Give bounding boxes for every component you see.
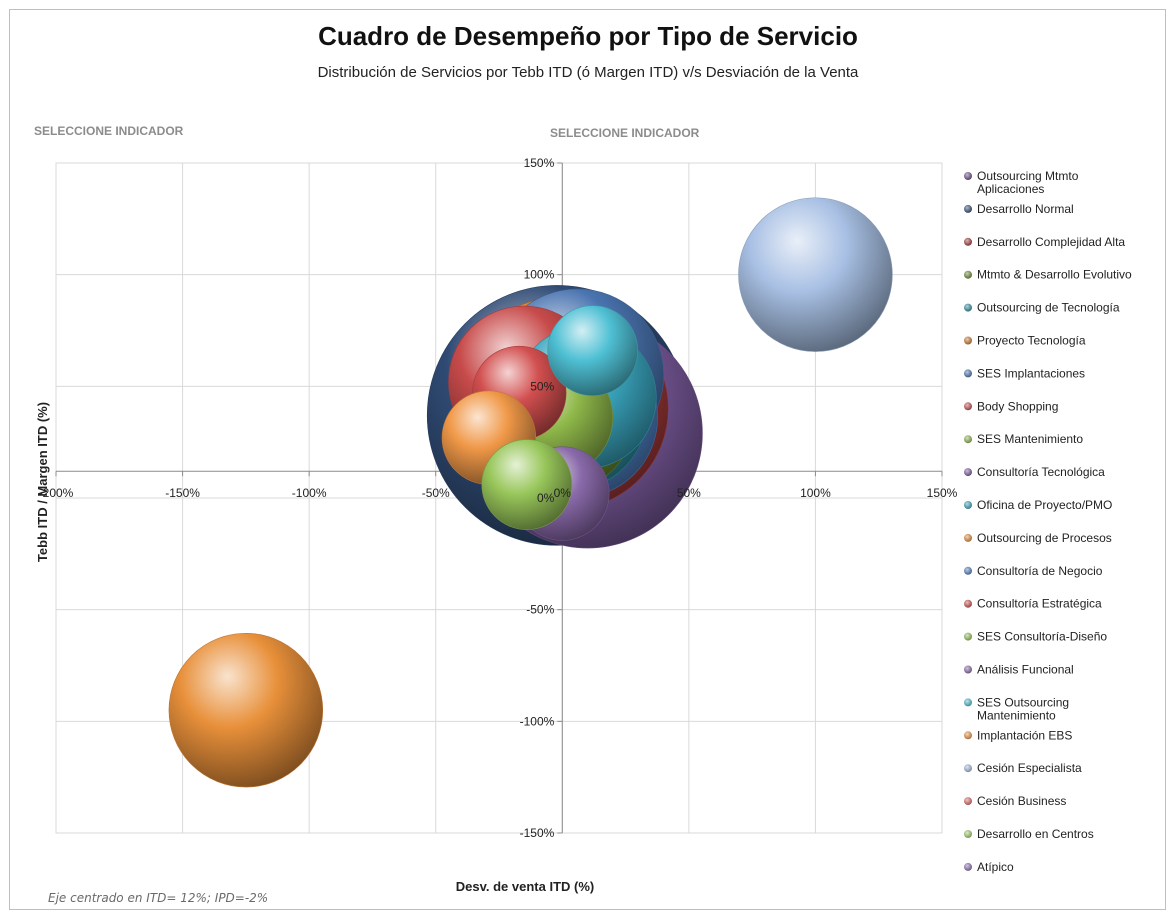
legend-swatch-desarrollo-normal <box>964 204 972 213</box>
legend-label-consultoria-tecnologica: Consultoría Tecnológica <box>977 465 1105 479</box>
legend-label-desarrollo-en-centros: Desarrollo en Centros <box>977 827 1094 841</box>
y-tick-label: -100% <box>520 714 555 728</box>
legend-swatch-cesion-especialista <box>964 764 972 773</box>
legend-label-outsourcing-de-tecnologia: Outsourcing de Tecnología <box>977 301 1120 315</box>
indicator-selector-left[interactable]: SELECCIONE INDICADOR <box>34 124 184 138</box>
x-axis-label: Desv. de venta ITD (%) <box>456 879 594 894</box>
legend-swatch-ses-consultoria-diseno <box>964 632 972 641</box>
legend-label-implantacion-ebs: Implantación EBS <box>977 728 1072 742</box>
legend-swatch-mtmto-desarrollo-evolutivo <box>964 270 972 279</box>
legend-swatch-desarrollo-complejidad-alta <box>964 237 972 246</box>
bubble-cesion-especialista <box>738 197 893 352</box>
legend-swatch-ses-mantenimiento <box>964 435 972 444</box>
legend-label-consultoria-de-negocio: Consultoría de Negocio <box>977 564 1103 578</box>
bubble-ses-outsourcing-mantenimiento <box>547 305 638 396</box>
y-tick-label: 150% <box>524 156 555 170</box>
legend-label-mtmto-desarrollo-evolutivo: Mtmto & Desarrollo Evolutivo <box>977 268 1132 282</box>
x-tick-label: -200% <box>39 486 74 500</box>
chart-title: Cuadro de Desempeño por Tipo de Servicio <box>318 21 858 51</box>
chart-subtitle: Distribución de Servicios por Tebb ITD (… <box>318 64 859 81</box>
legend: Outsourcing Mtmto Aplicaciones Desarrollo … <box>964 169 1132 874</box>
legend-swatch-atipico <box>964 862 972 871</box>
x-tick-label: -150% <box>165 486 200 500</box>
x-tick-label: 50% <box>677 486 701 500</box>
y-tick-label: -50% <box>526 603 554 617</box>
legend-swatch-analisis-funcional <box>964 665 972 674</box>
indicator-selector-center[interactable]: SELECCIONE INDICADOR <box>550 126 700 140</box>
x-tick-label: 100% <box>800 486 831 500</box>
legend-swatch-outsourcing-de-procesos <box>964 533 972 542</box>
legend-swatch-desarrollo-en-centros <box>964 830 972 838</box>
x-tick-label: -100% <box>292 486 327 500</box>
x-tick-label: 0% <box>554 486 572 500</box>
bubbles <box>168 197 893 788</box>
legend-label-ses-mantenimiento: SES Mantenimiento <box>977 432 1083 446</box>
legend-label-desarrollo-complejidad-alta: Desarrollo Complejidad Alta <box>977 235 1125 249</box>
legend-label-oficina-de-proyecto-pmo: Oficina de Proyecto/PMO <box>977 498 1112 512</box>
legend-swatch-consultoria-tecnologica <box>964 468 972 477</box>
x-tick-label: -50% <box>422 486 450 500</box>
legend-label-ses-consultoria-diseno: SES Consultoría-Diseño <box>977 630 1107 644</box>
legend-label-proyecto-tecnologia: Proyecto Tecnología <box>977 334 1086 348</box>
y-tick-label: -150% <box>520 826 555 840</box>
legend-label-ses-implantaciones: SES Implantaciones <box>977 366 1085 380</box>
legend-label-atipico: Atípico <box>977 860 1014 874</box>
legend-swatch-outsourcing-mtmto-aplicaciones <box>964 172 972 180</box>
axis-center-note: Eje centrado en ITD= 12%; IPD=-2% <box>48 891 269 905</box>
legend-label-body-shopping: Body Shopping <box>977 399 1058 413</box>
legend-label-analisis-funcional: Análisis Funcional <box>977 663 1074 677</box>
y-tick-label: 50% <box>530 379 554 393</box>
legend-label-ses-outsourcing-mantenimiento: SES Outsourcing Mantenimiento <box>977 695 1069 722</box>
legend-swatch-ses-outsourcing-mantenimiento <box>964 698 972 707</box>
x-tick-label: 150% <box>927 486 958 500</box>
legend-swatch-consultoria-estrategica <box>964 599 972 608</box>
legend-swatch-ses-implantaciones <box>964 369 972 378</box>
tick-labels: -200% -150% -100% -50% 0% 50% 100% 150% 150% 100%… <box>39 156 958 840</box>
legend-label-consultoria-estrategica: Consultoría Estratégica <box>977 597 1102 611</box>
legend-label-cesion-business: Cesión Business <box>977 794 1066 808</box>
y-tick-label: 100% <box>524 268 555 282</box>
legend-label-desarrollo-normal: Desarrollo Normal <box>977 202 1074 216</box>
legend-label-outsourcing-de-procesos: Outsourcing de Procesos <box>977 531 1112 545</box>
bubble-outsourcing-de-procesos <box>168 632 324 788</box>
legend-swatch-oficina-de-proyecto-pmo <box>964 501 972 509</box>
y-tick-label: 0% <box>537 491 555 505</box>
legend-swatch-body-shopping <box>964 402 972 411</box>
y-axis-label: Tebb ITD / Margen ITD (%) <box>35 402 50 562</box>
legend-swatch-outsourcing-de-tecnologia <box>964 303 972 312</box>
legend-swatch-cesion-business <box>964 797 972 806</box>
legend-swatch-consultoria-de-negocio <box>964 566 972 575</box>
legend-swatch-proyecto-tecnologia <box>964 336 972 345</box>
legend-swatch-implantacion-ebs <box>964 731 972 740</box>
bubble-ses-consultoria-diseno <box>481 439 573 530</box>
legend-label-outsourcing-mtmto-aplicaciones: Outsourcing Mtmto Aplicaciones <box>977 169 1079 196</box>
legend-label-cesion-especialista: Cesión Especialista <box>977 761 1082 775</box>
